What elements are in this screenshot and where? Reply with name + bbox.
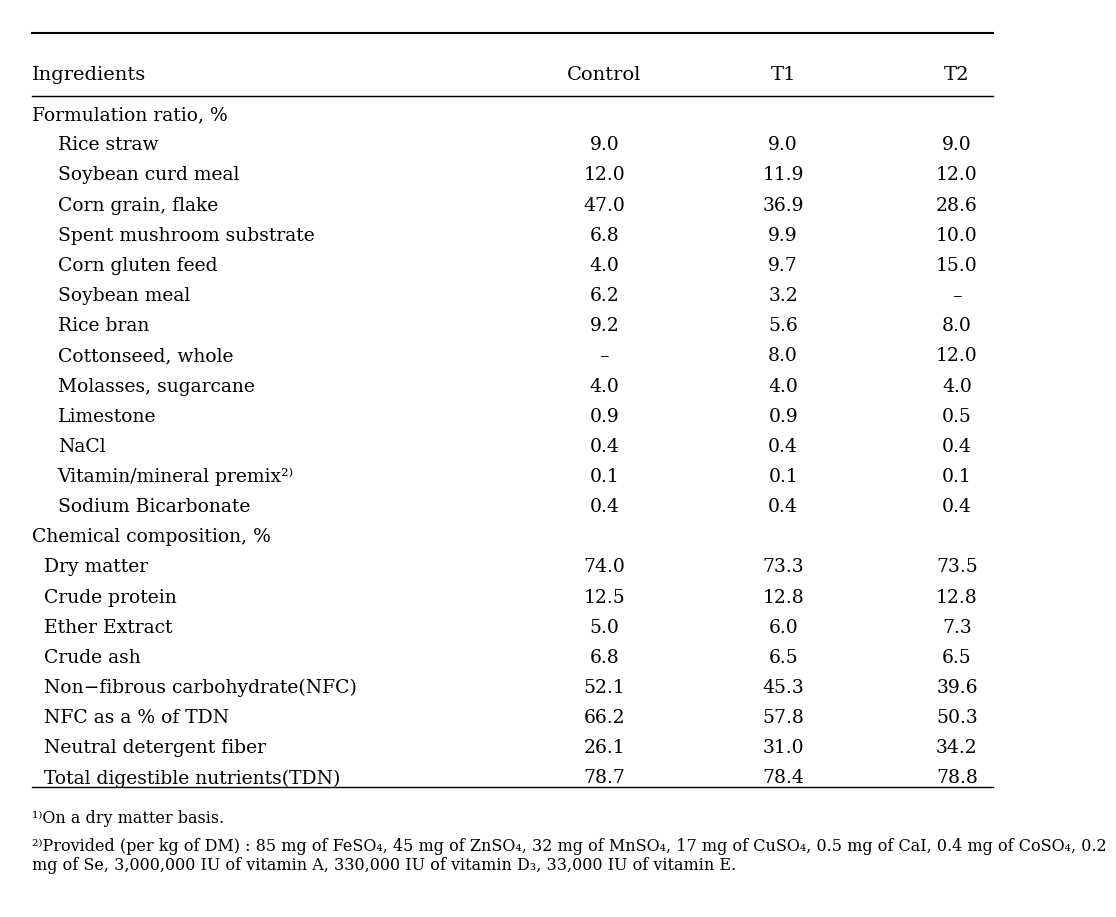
Text: 15.0: 15.0 — [936, 257, 978, 275]
Text: Formulation ratio, %: Formulation ratio, % — [32, 106, 228, 124]
Text: Corn grain, flake: Corn grain, flake — [58, 196, 218, 215]
Text: 6.5: 6.5 — [942, 649, 972, 667]
Text: Crude ash: Crude ash — [32, 649, 141, 667]
Text: Control: Control — [567, 65, 642, 83]
Text: 47.0: 47.0 — [584, 196, 625, 215]
Text: 26.1: 26.1 — [584, 739, 625, 757]
Text: –: – — [599, 348, 609, 365]
Text: 9.2: 9.2 — [589, 317, 619, 336]
Text: 74.0: 74.0 — [584, 558, 625, 577]
Text: 9.0: 9.0 — [768, 137, 798, 154]
Text: Ether Extract: Ether Extract — [32, 619, 173, 636]
Text: Chemical composition, %: Chemical composition, % — [32, 528, 271, 547]
Text: 0.9: 0.9 — [589, 408, 619, 425]
Text: 66.2: 66.2 — [584, 709, 625, 727]
Text: 10.0: 10.0 — [936, 226, 978, 245]
Text: 6.2: 6.2 — [589, 287, 619, 305]
Text: 78.7: 78.7 — [584, 769, 625, 788]
Text: 4.0: 4.0 — [942, 378, 972, 395]
Text: 9.7: 9.7 — [768, 257, 798, 275]
Text: 12.8: 12.8 — [762, 589, 804, 606]
Text: NFC as a % of TDN: NFC as a % of TDN — [32, 709, 229, 727]
Text: Rice straw: Rice straw — [58, 137, 158, 154]
Text: 34.2: 34.2 — [936, 739, 978, 757]
Text: 52.1: 52.1 — [584, 679, 625, 697]
Text: Soybean curd meal: Soybean curd meal — [58, 167, 239, 184]
Text: 36.9: 36.9 — [762, 196, 804, 215]
Text: T1: T1 — [770, 65, 796, 83]
Text: 8.0: 8.0 — [768, 348, 798, 365]
Text: 9.0: 9.0 — [942, 137, 972, 154]
Text: Ingredients: Ingredients — [32, 65, 146, 83]
Text: 0.4: 0.4 — [768, 437, 798, 456]
Text: 12.0: 12.0 — [936, 167, 978, 184]
Text: 4.0: 4.0 — [589, 378, 619, 395]
Text: Limestone: Limestone — [58, 408, 156, 425]
Text: 7.3: 7.3 — [942, 619, 972, 636]
Text: 4.0: 4.0 — [768, 378, 798, 395]
Text: 0.4: 0.4 — [768, 498, 798, 516]
Text: 3.2: 3.2 — [768, 287, 798, 305]
Text: 39.6: 39.6 — [936, 679, 978, 697]
Text: 50.3: 50.3 — [936, 709, 978, 727]
Text: 0.9: 0.9 — [768, 408, 798, 425]
Text: 9.9: 9.9 — [768, 226, 798, 245]
Text: 8.0: 8.0 — [942, 317, 972, 336]
Text: 6.8: 6.8 — [589, 649, 619, 667]
Text: NaCl: NaCl — [58, 437, 105, 456]
Text: –: – — [952, 287, 962, 305]
Text: 0.4: 0.4 — [942, 437, 972, 456]
Text: Rice bran: Rice bran — [58, 317, 148, 336]
Text: 6.0: 6.0 — [768, 619, 798, 636]
Text: Dry matter: Dry matter — [32, 558, 148, 577]
Text: ²⁾Provided (per kg of DM) : 85 mg of FeSO₄, 45 mg of ZnSO₄, 32 mg of MnSO₄, 17 m: ²⁾Provided (per kg of DM) : 85 mg of FeS… — [32, 838, 1107, 875]
Text: 6.8: 6.8 — [589, 226, 619, 245]
Text: 78.8: 78.8 — [936, 769, 978, 788]
Text: 4.0: 4.0 — [589, 257, 619, 275]
Text: 28.6: 28.6 — [936, 196, 978, 215]
Text: Molasses, sugarcane: Molasses, sugarcane — [58, 378, 254, 395]
Text: 45.3: 45.3 — [762, 679, 804, 697]
Text: 6.5: 6.5 — [768, 649, 798, 667]
Text: Spent mushroom substrate: Spent mushroom substrate — [58, 226, 315, 245]
Text: 11.9: 11.9 — [762, 167, 804, 184]
Text: 12.0: 12.0 — [936, 348, 978, 365]
Text: Corn gluten feed: Corn gluten feed — [58, 257, 218, 275]
Text: 5.6: 5.6 — [768, 317, 798, 336]
Text: 12.0: 12.0 — [584, 167, 625, 184]
Text: 0.5: 0.5 — [942, 408, 972, 425]
Text: 57.8: 57.8 — [762, 709, 805, 727]
Text: Vitamin/mineral premix²⁾: Vitamin/mineral premix²⁾ — [58, 468, 294, 486]
Text: Non−fibrous carbohydrate(NFC): Non−fibrous carbohydrate(NFC) — [32, 679, 357, 697]
Text: ¹⁾On a dry matter basis.: ¹⁾On a dry matter basis. — [32, 811, 224, 827]
Text: 0.4: 0.4 — [589, 437, 619, 456]
Text: 12.5: 12.5 — [584, 589, 625, 606]
Text: 12.8: 12.8 — [936, 589, 978, 606]
Text: 73.5: 73.5 — [936, 558, 978, 577]
Text: Crude protein: Crude protein — [32, 589, 176, 606]
Text: 9.0: 9.0 — [589, 137, 619, 154]
Text: 78.4: 78.4 — [762, 769, 805, 788]
Text: 0.1: 0.1 — [589, 468, 619, 486]
Text: Total digestible nutrients(TDN): Total digestible nutrients(TDN) — [32, 769, 340, 788]
Text: Cottonseed, whole: Cottonseed, whole — [58, 348, 233, 365]
Text: 73.3: 73.3 — [762, 558, 804, 577]
Text: 0.1: 0.1 — [768, 468, 798, 486]
Text: 0.1: 0.1 — [942, 468, 972, 486]
Text: 0.4: 0.4 — [589, 498, 619, 516]
Text: T2: T2 — [944, 65, 970, 83]
Text: Sodium Bicarbonate: Sodium Bicarbonate — [58, 498, 250, 516]
Text: Soybean meal: Soybean meal — [58, 287, 190, 305]
Text: Neutral detergent fiber: Neutral detergent fiber — [32, 739, 266, 757]
Text: 5.0: 5.0 — [589, 619, 619, 636]
Text: 0.4: 0.4 — [942, 498, 972, 516]
Text: 31.0: 31.0 — [762, 739, 804, 757]
